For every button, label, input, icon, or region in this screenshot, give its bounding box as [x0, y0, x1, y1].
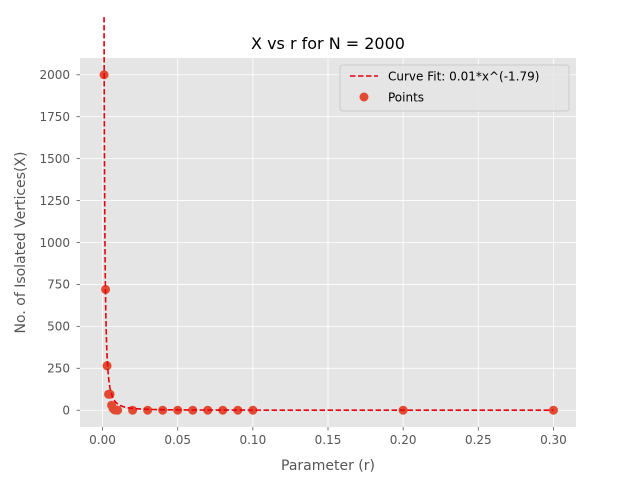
y-tick-label: 250	[47, 362, 70, 376]
data-point	[548, 405, 558, 415]
ticks: 0.00 0.05 0.10 0.15 0.20 0.25 0.30 0 250 500 750 10…	[39, 68, 566, 447]
y-tick-label: 1500	[39, 152, 70, 166]
legend-points-label: Points	[388, 91, 424, 105]
data-point	[113, 405, 123, 415]
chart-title: X vs r for N = 2000	[251, 34, 405, 53]
data-point	[218, 405, 228, 415]
x-tick-label: 0.05	[164, 433, 191, 447]
x-tick-label: 0.15	[315, 433, 342, 447]
x-tick-label: 0.25	[465, 433, 492, 447]
data-point	[143, 405, 153, 415]
legend-box	[339, 64, 570, 112]
x-tick-label: 0.30	[540, 433, 567, 447]
x-tick-label: 0.00	[89, 433, 116, 447]
y-tick-label: 1750	[39, 110, 70, 124]
y-tick-label: 1000	[39, 236, 70, 250]
legend-points-swatch	[359, 92, 369, 102]
x-tick-label: 0.10	[239, 433, 266, 447]
x-tick-label: 0.20	[390, 433, 417, 447]
y-tick-label: 0	[62, 404, 70, 418]
marks	[99, 17, 558, 415]
y-axis-label: No. of Isolated Vertices(X)	[13, 152, 29, 334]
legend-curve-fit-label: Curve Fit: 0.01*x^(-1.79)	[388, 70, 539, 84]
data-point	[233, 405, 243, 415]
y-tick-label: 2000	[39, 68, 70, 82]
data-point	[128, 405, 138, 415]
x-axis-label: Parameter (r)	[281, 458, 375, 474]
y-tick-label: 500	[47, 320, 70, 334]
y-tick-label: 750	[47, 278, 70, 292]
curve-fit-line	[103, 17, 554, 412]
y-tick-label: 1250	[39, 194, 70, 208]
legend: Curve Fit: 0.01*x^(-1.79) Points	[339, 64, 570, 112]
